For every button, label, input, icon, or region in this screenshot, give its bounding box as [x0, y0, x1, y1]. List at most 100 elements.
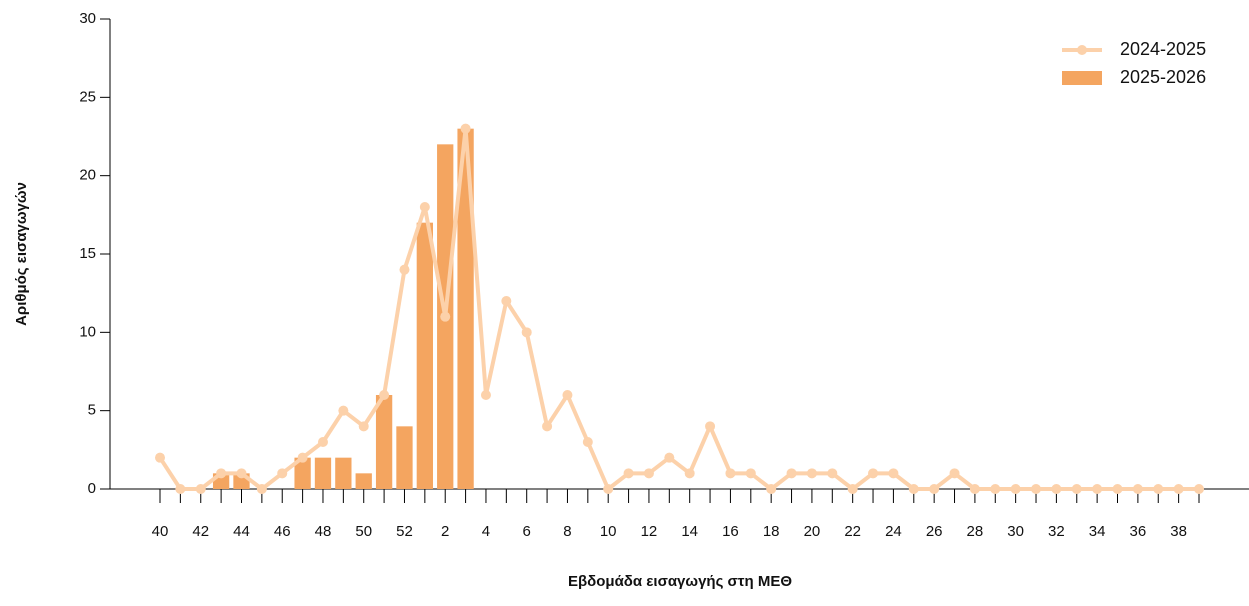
y-tick-label: 15: [79, 245, 96, 262]
marker: [806, 468, 817, 479]
marker: [1112, 484, 1123, 494]
bar: [294, 457, 311, 489]
y-tick-label: 0: [88, 480, 96, 497]
marker: [664, 452, 675, 463]
x-tick-label: 28: [967, 523, 984, 540]
legend-marker: [1077, 45, 1087, 55]
x-tick-label: 48: [315, 523, 332, 540]
line: [158, 126, 1199, 491]
x-tick-label: 22: [844, 523, 861, 540]
marker: [929, 484, 940, 494]
marker: [542, 421, 553, 432]
marker: [175, 484, 186, 494]
x-tick-label: 46: [274, 523, 291, 540]
marker: [1153, 484, 1164, 494]
marker: [277, 468, 288, 479]
marker: [745, 468, 756, 479]
marker: [317, 437, 328, 447]
x-tick-label: 6: [523, 523, 531, 540]
x-tick-label: 40: [152, 523, 169, 540]
bar: [457, 128, 474, 489]
marker: [297, 452, 308, 463]
x-tick-label: 32: [1048, 523, 1065, 540]
marker: [155, 452, 165, 463]
x-tick-label: 36: [1130, 523, 1147, 540]
y-tick-label: 10: [79, 323, 96, 340]
bar: [335, 457, 352, 489]
marker: [358, 421, 369, 432]
x-axis-title: Εβδομάδα εισαγωγής στη ΜΕΘ: [568, 573, 792, 590]
marker: [969, 484, 980, 494]
marker: [725, 468, 736, 479]
y-tick-label: 30: [79, 10, 96, 27]
marker: [338, 405, 349, 416]
marker: [1071, 484, 1082, 494]
marker: [195, 484, 206, 494]
marker: [1194, 484, 1204, 494]
marker: [460, 123, 471, 134]
legend-swatch: [1062, 71, 1102, 85]
y-axis-title: Αριθμός εισαγωγών: [13, 182, 30, 326]
marker: [1173, 484, 1184, 494]
marker: [603, 484, 614, 494]
marker: [379, 390, 390, 400]
marker: [888, 468, 899, 479]
marker: [990, 484, 1001, 494]
x-tick-label: 38: [1170, 523, 1187, 540]
x-tick-label: 14: [681, 523, 698, 540]
marker: [236, 468, 247, 479]
x-tick-label: 8: [563, 523, 571, 540]
marker: [1031, 484, 1042, 494]
marker: [847, 484, 858, 494]
y-tick-label: 20: [79, 167, 96, 184]
x-tick-label: 34: [1089, 523, 1106, 540]
x-tick-label: 52: [396, 523, 413, 540]
marker: [1132, 484, 1143, 494]
marker: [705, 421, 716, 432]
marker: [480, 390, 491, 400]
bar: [416, 222, 433, 489]
legend-label: 2025-2026: [1120, 67, 1206, 87]
bar: [375, 395, 393, 489]
x-tick-label: 20: [804, 523, 821, 540]
y-tick-label: 25: [79, 88, 96, 105]
x-tick-label: 12: [641, 523, 658, 540]
marker: [216, 468, 227, 479]
bar: [355, 473, 372, 489]
marker: [521, 327, 532, 338]
x-tick-label: 2: [441, 523, 449, 540]
marker: [440, 311, 451, 322]
x-tick-label: 18: [763, 523, 780, 540]
x-tick-label: 4: [482, 523, 490, 540]
x-tick-label: 24: [885, 523, 902, 540]
marker: [786, 468, 797, 479]
marker: [1092, 484, 1103, 494]
marker: [582, 437, 593, 447]
marker: [868, 468, 879, 479]
x-tick-label: 50: [355, 523, 372, 540]
marker: [643, 468, 654, 479]
x-tick-label: 42: [192, 523, 209, 540]
marker: [827, 468, 838, 479]
marker: [908, 484, 919, 494]
marker: [562, 390, 573, 400]
marker: [1051, 484, 1062, 494]
bar: [396, 426, 413, 489]
legend-label: 2024-2025: [1120, 39, 1206, 59]
x-tick-label: 16: [722, 523, 739, 540]
marker: [419, 202, 430, 212]
marker: [949, 468, 960, 479]
x-tick-label: 30: [1007, 523, 1024, 540]
marker: [256, 484, 267, 494]
x-tick-label: 10: [600, 523, 617, 540]
y-tick-label: 5: [88, 402, 96, 419]
marker: [501, 296, 512, 306]
x-tick-label: 44: [233, 523, 250, 540]
marker: [766, 484, 777, 494]
marker: [1010, 484, 1021, 494]
x-tick-label: 26: [926, 523, 943, 540]
marker: [399, 264, 410, 275]
marker: [684, 468, 695, 479]
marker: [623, 468, 634, 479]
